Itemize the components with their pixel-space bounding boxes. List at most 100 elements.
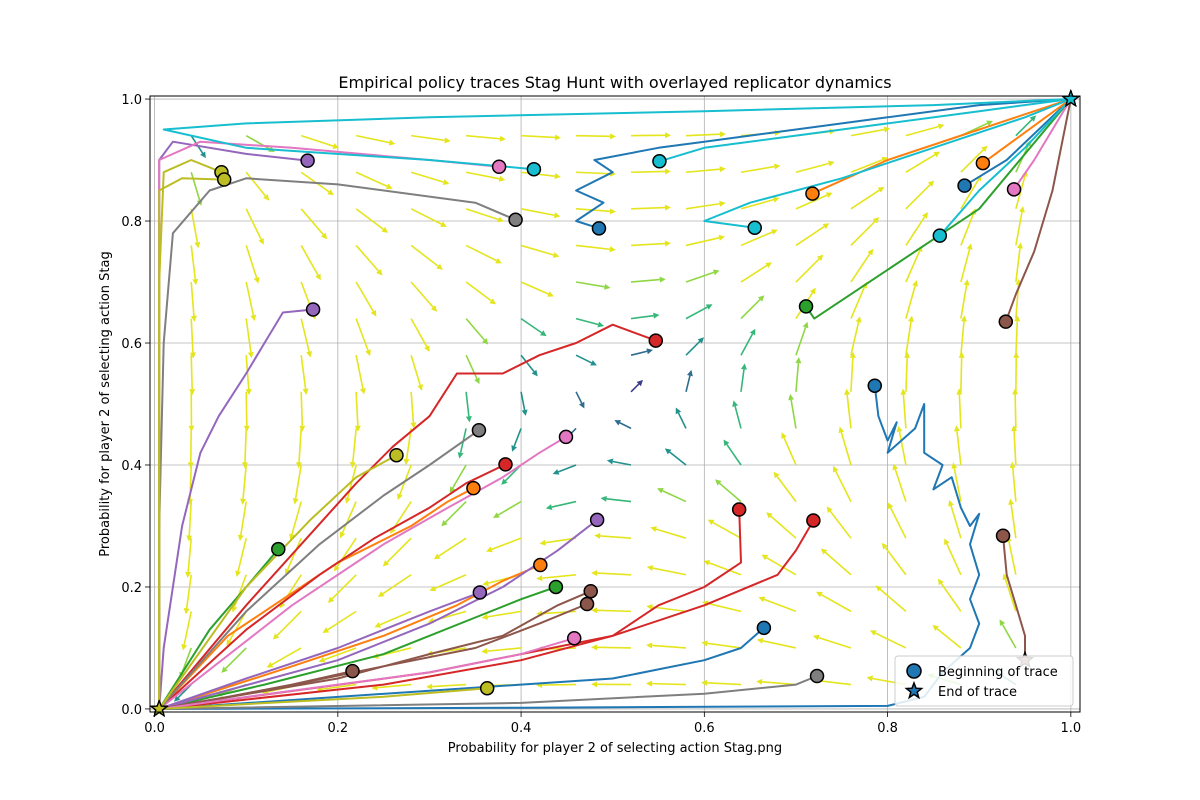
field-arrow-shaft <box>850 220 876 246</box>
field-arrow-shaft <box>597 646 632 649</box>
field-arrow-shaft <box>187 538 193 573</box>
field-arrow-shaft <box>795 258 820 283</box>
field-arrow-head <box>382 560 390 567</box>
field-arrow-shaft <box>355 244 380 272</box>
trace-start-marker <box>579 596 595 612</box>
field-arrow-head <box>822 223 830 230</box>
field-arrow-shaft <box>410 318 428 348</box>
field-arrow-head <box>284 568 291 575</box>
field-arrow-shaft <box>300 355 307 390</box>
field-arrow-head <box>773 471 780 479</box>
trace-start-marker <box>300 153 315 168</box>
policy-trace-line <box>158 454 397 710</box>
field-arrow-shaft <box>557 464 577 473</box>
legend-label-end: End of trace <box>938 685 1017 700</box>
field-arrow-head <box>765 262 772 269</box>
policy-trace-line <box>982 98 1072 164</box>
field-arrow-head <box>189 352 196 359</box>
x-tick-label: 0.8 <box>877 721 898 736</box>
field-arrow-shaft <box>520 244 554 256</box>
field-arrow-shaft <box>355 134 390 144</box>
field-arrow-head <box>1019 206 1025 213</box>
field-arrow-head <box>258 238 264 245</box>
field-arrow-head <box>849 351 856 359</box>
trace-start-marker <box>548 579 564 595</box>
field-arrow-head <box>816 254 824 262</box>
field-arrow-head <box>887 502 894 510</box>
field-arrow-shaft <box>840 432 852 466</box>
field-arrow-shaft <box>575 391 583 404</box>
field-arrow-head <box>388 139 396 146</box>
field-arrow-head <box>869 630 877 636</box>
field-arrow-head <box>499 135 506 142</box>
policy-trace-line <box>159 590 592 710</box>
field-arrow-shaft <box>719 482 742 503</box>
field-arrow-head <box>498 175 506 182</box>
field-arrow-shaft <box>487 647 522 652</box>
field-arrow-head <box>812 634 820 641</box>
field-arrow-shaft <box>399 464 412 495</box>
field-arrow-shaft <box>491 537 522 551</box>
trace-start-marker <box>389 447 404 463</box>
field-arrow-head <box>552 469 560 475</box>
policy-trace-line <box>939 98 1072 237</box>
field-arrow-shaft <box>762 681 797 686</box>
field-arrow-head <box>664 448 672 455</box>
field-arrow-head <box>900 388 907 395</box>
field-arrow-head <box>397 493 403 501</box>
field-arrow-head <box>1008 498 1015 505</box>
field-arrow-shaft <box>392 501 412 530</box>
y-tick-label: 0.8 <box>121 215 142 230</box>
field-arrow-shaft <box>685 271 715 283</box>
field-arrow-shaft <box>190 355 193 390</box>
field-arrow-head <box>772 196 780 203</box>
trace-start-marker <box>345 663 360 679</box>
field-arrow-shaft <box>763 598 797 613</box>
trace-start-marker <box>648 333 664 348</box>
field-arrow-head <box>482 580 489 587</box>
field-arrow-shaft <box>707 602 742 613</box>
legend-label-begin: Beginning of trace <box>938 665 1058 680</box>
field-arrow-shaft <box>411 134 445 142</box>
field-arrow-head <box>188 425 195 432</box>
field-arrow-shaft <box>726 443 742 466</box>
field-arrow-shaft <box>410 281 434 308</box>
field-arrow-head <box>816 591 823 598</box>
field-arrow-shaft <box>631 206 666 210</box>
field-arrow-head <box>354 425 361 432</box>
field-arrow-shaft <box>465 244 497 262</box>
policy-trace-line <box>158 323 657 710</box>
x-tick-label: 0.0 <box>144 721 165 736</box>
field-arrow-shaft <box>245 245 258 279</box>
field-arrow-head <box>701 640 708 647</box>
field-arrow-shaft <box>597 609 632 613</box>
field-arrow-shaft <box>960 213 975 246</box>
field-arrow-head <box>604 283 611 290</box>
trace-start-marker <box>805 186 820 201</box>
field-arrow-head <box>719 200 726 207</box>
field-arrow-shaft <box>762 640 797 649</box>
trace-start-marker <box>472 585 488 600</box>
field-arrow-head <box>247 351 254 359</box>
axis-ticks: 0.0 0.2 0.4 0.6 0.8 1.0 0.0 0.2 0.4 0.6 0.8 1.0 <box>121 93 1081 736</box>
policy-trace-line <box>162 98 1071 171</box>
trace-start-marker <box>533 557 548 573</box>
field-arrow-shaft <box>575 317 599 326</box>
x-tick-label: 0.2 <box>327 721 348 736</box>
field-arrow-head <box>194 241 201 249</box>
field-arrow-head <box>609 133 617 140</box>
field-arrow-head <box>927 180 935 187</box>
policy-trace-line <box>159 637 575 710</box>
field-arrow-shaft <box>438 537 467 557</box>
field-arrow-head <box>511 445 518 452</box>
field-arrow-shaft <box>817 679 852 686</box>
x-axis-label: Probability for player 2 of selecting ac… <box>448 741 782 756</box>
x-tick-label: 0.4 <box>511 721 532 736</box>
field-arrow-head <box>826 506 833 514</box>
plot-frame <box>149 95 1081 713</box>
field-arrow-shaft <box>410 208 442 225</box>
field-arrow-head <box>606 458 614 465</box>
field-arrow-head <box>707 519 715 526</box>
field-arrow-head <box>758 596 766 603</box>
